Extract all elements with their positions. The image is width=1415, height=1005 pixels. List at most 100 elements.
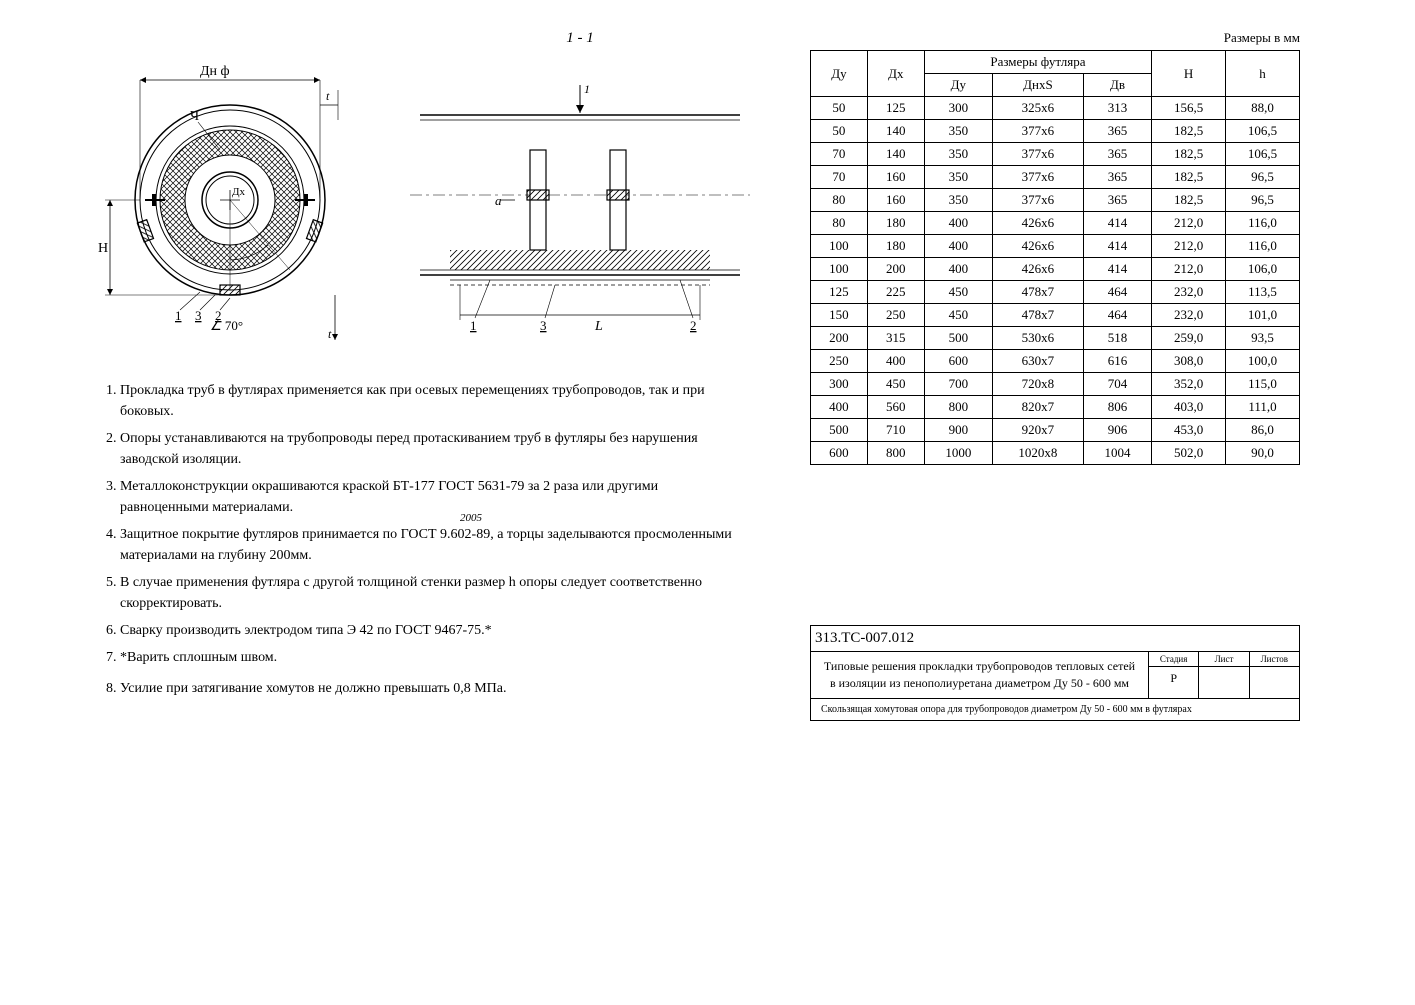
- doc-number: 313.ТС-007.012: [811, 626, 1299, 652]
- table-cell: 365: [1083, 143, 1151, 166]
- table-cell: 106,5: [1226, 143, 1300, 166]
- table-cell: 616: [1083, 350, 1151, 373]
- table-cell: 426x6: [992, 212, 1083, 235]
- table-cell: 115,0: [1226, 373, 1300, 396]
- table-cell: 400: [924, 258, 992, 281]
- table-cell: 426x6: [992, 258, 1083, 281]
- table-row: 70160350377x6365182,596,5: [811, 166, 1300, 189]
- table-cell: 700: [924, 373, 992, 396]
- dimensions-table: Ду Дх Размеры футляра H h Ду ДнxS Дв 501…: [810, 50, 1300, 465]
- table-cell: 478x7: [992, 281, 1083, 304]
- svg-text:2: 2: [215, 308, 222, 323]
- table-cell: 704: [1083, 373, 1151, 396]
- svg-text:t: t: [328, 327, 332, 341]
- svg-text:2: 2: [690, 318, 697, 333]
- table-cell: 86,0: [1226, 419, 1300, 442]
- table-cell: 414: [1083, 235, 1151, 258]
- th-case-dy: Ду: [924, 74, 992, 97]
- table-cell: 426x6: [992, 235, 1083, 258]
- table-cell: 100: [811, 258, 868, 281]
- th-case-dv: Дв: [1083, 74, 1151, 97]
- table-cell: 377x6: [992, 166, 1083, 189]
- table-cell: 200: [867, 258, 924, 281]
- table-cell: 464: [1083, 281, 1151, 304]
- table-cell: 180: [867, 212, 924, 235]
- table-cell: 250: [811, 350, 868, 373]
- table-row: 60080010001020x81004502,090,0: [811, 442, 1300, 465]
- table-row: 125225450478x7464232,0113,5: [811, 281, 1300, 304]
- svg-text:Дх: Дх: [232, 186, 246, 198]
- table-cell: 365: [1083, 120, 1151, 143]
- table-cell: 100,0: [1226, 350, 1300, 373]
- note-7: *Варить сплошным швом.: [120, 647, 750, 668]
- table-cell: 1020x8: [992, 442, 1083, 465]
- table-cell: 50: [811, 120, 868, 143]
- doc-description: Типовые решения прокладки трубопроводов …: [811, 652, 1149, 698]
- table-cell: 800: [867, 442, 924, 465]
- table-cell: 365: [1083, 166, 1151, 189]
- table-row: 500710900920x7906453,086,0: [811, 419, 1300, 442]
- table-cell: 50: [811, 97, 868, 120]
- svg-text:1: 1: [584, 82, 590, 96]
- svg-text:a: a: [495, 193, 502, 208]
- table-row: 200315500530x6518259,093,5: [811, 327, 1300, 350]
- table-cell: 414: [1083, 212, 1151, 235]
- table-cell: 182,5: [1152, 189, 1226, 212]
- table-cell: 200: [811, 327, 868, 350]
- table-cell: 500: [811, 419, 868, 442]
- table-cell: 70: [811, 166, 868, 189]
- table-cell: 212,0: [1152, 258, 1226, 281]
- note-6: Сварку производить электродом типа Э 42 …: [120, 620, 750, 641]
- table-cell: 502,0: [1152, 442, 1226, 465]
- table-cell: 259,0: [1152, 327, 1226, 350]
- table-cell: 560: [867, 396, 924, 419]
- table-cell: 630x7: [992, 350, 1083, 373]
- table-cell: 518: [1083, 327, 1151, 350]
- th-dy: Ду: [811, 51, 868, 97]
- table-cell: 920x7: [992, 419, 1083, 442]
- table-cell: 125: [867, 97, 924, 120]
- table-cell: 212,0: [1152, 235, 1226, 258]
- table-cell: 300: [811, 373, 868, 396]
- table-cell: 600: [924, 350, 992, 373]
- table-cell: 403,0: [1152, 396, 1226, 419]
- table-row: 70140350377x6365182,5106,5: [811, 143, 1300, 166]
- table-cell: 352,0: [1152, 373, 1226, 396]
- table-cell: 414: [1083, 258, 1151, 281]
- table-cell: 150: [811, 304, 868, 327]
- table-cell: 156,5: [1152, 97, 1226, 120]
- table-cell: 140: [867, 120, 924, 143]
- table-cell: 400: [811, 396, 868, 419]
- diagram-section-1-1: 1 - 1: [400, 30, 760, 350]
- dim-dnf: Дн ф: [200, 64, 230, 79]
- col-list: Лист: [1199, 652, 1249, 666]
- table-cell: 160: [867, 166, 924, 189]
- col-listov: Листов: [1250, 652, 1299, 666]
- table-cell: 400: [924, 235, 992, 258]
- units-label: Размеры в мм: [810, 30, 1350, 46]
- table-cell: 350: [924, 189, 992, 212]
- table-cell: 106,0: [1226, 258, 1300, 281]
- table-cell: 140: [867, 143, 924, 166]
- table-cell: 113,5: [1226, 281, 1300, 304]
- val-stadia: Р: [1149, 667, 1199, 698]
- table-cell: 1004: [1083, 442, 1151, 465]
- table-cell: 820x7: [992, 396, 1083, 419]
- table-row: 80160350377x6365182,596,5: [811, 189, 1300, 212]
- table-cell: 88,0: [1226, 97, 1300, 120]
- table-row: 150250450478x7464232,0101,0: [811, 304, 1300, 327]
- th-h-cap: H: [1152, 51, 1226, 97]
- note-5: В случае применения футляра с другой тол…: [120, 572, 750, 614]
- table-row: 100180400426x6414212,0116,0: [811, 235, 1300, 258]
- table-cell: 93,5: [1226, 327, 1300, 350]
- table-cell: 96,5: [1226, 189, 1300, 212]
- table-cell: 377x6: [992, 189, 1083, 212]
- section-label: 1 - 1: [400, 30, 760, 47]
- table-row: 100200400426x6414212,0106,0: [811, 258, 1300, 281]
- table-row: 50140350377x6365182,5106,5: [811, 120, 1300, 143]
- val-list: [1199, 667, 1249, 698]
- table-cell: 100: [811, 235, 868, 258]
- table-cell: 720x8: [992, 373, 1083, 396]
- svg-text:1: 1: [175, 308, 182, 323]
- table-cell: 350: [924, 120, 992, 143]
